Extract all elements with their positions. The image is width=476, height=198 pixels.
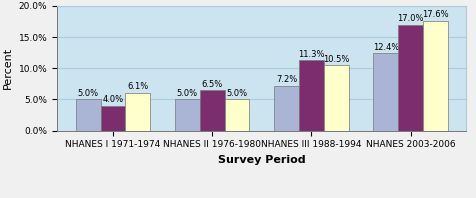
Text: 5.0%: 5.0% [227, 89, 248, 98]
Text: 4.0%: 4.0% [102, 95, 123, 104]
Text: 12.4%: 12.4% [373, 43, 399, 52]
Text: 6.1%: 6.1% [127, 82, 149, 91]
Bar [324, 65, 348, 131]
Bar [175, 99, 200, 131]
Text: 17.0%: 17.0% [397, 14, 424, 23]
Text: 10.5%: 10.5% [323, 55, 349, 64]
Bar [125, 93, 150, 131]
Text: 5.0%: 5.0% [78, 89, 99, 98]
Bar [398, 25, 423, 131]
Bar [299, 60, 324, 131]
Bar [374, 53, 398, 131]
Text: 11.3%: 11.3% [298, 50, 325, 59]
Bar [225, 99, 249, 131]
Text: 5.0%: 5.0% [177, 89, 198, 98]
Bar [423, 21, 448, 131]
X-axis label: Survey Period: Survey Period [218, 155, 306, 165]
Text: 6.5%: 6.5% [201, 80, 223, 89]
Bar [274, 86, 299, 131]
Bar [76, 99, 100, 131]
Y-axis label: Percent: Percent [3, 47, 13, 89]
Bar [200, 90, 225, 131]
Text: 7.2%: 7.2% [276, 75, 297, 84]
Bar [100, 106, 125, 131]
Text: 17.6%: 17.6% [422, 10, 449, 19]
